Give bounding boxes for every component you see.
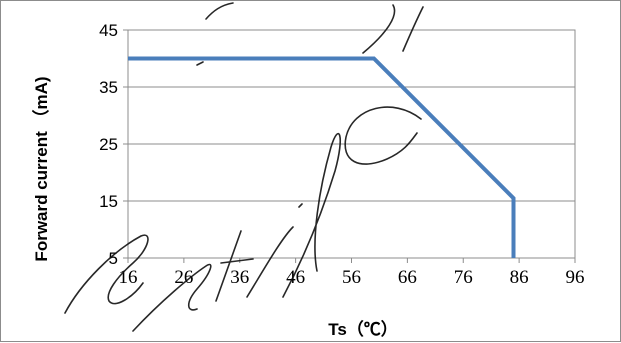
y-axis-label: Forward current （mA) bbox=[31, 76, 51, 261]
x-tick-label: 66 bbox=[398, 267, 417, 288]
x-tick-label: 36 bbox=[230, 267, 249, 288]
x-tick-label: 96 bbox=[566, 267, 585, 288]
y-tick-label: 45 bbox=[99, 21, 118, 40]
x-tick-label: 86 bbox=[510, 267, 529, 288]
y-tick-label: 35 bbox=[99, 78, 118, 97]
y-tick-label: 25 bbox=[99, 135, 118, 154]
x-tick-label: 16 bbox=[119, 267, 138, 288]
y-tick-label: 15 bbox=[99, 192, 118, 211]
x-tick-label: 76 bbox=[454, 267, 473, 288]
x-axis-label: Ts（℃） bbox=[328, 319, 398, 339]
x-tick-label: 56 bbox=[342, 267, 361, 288]
